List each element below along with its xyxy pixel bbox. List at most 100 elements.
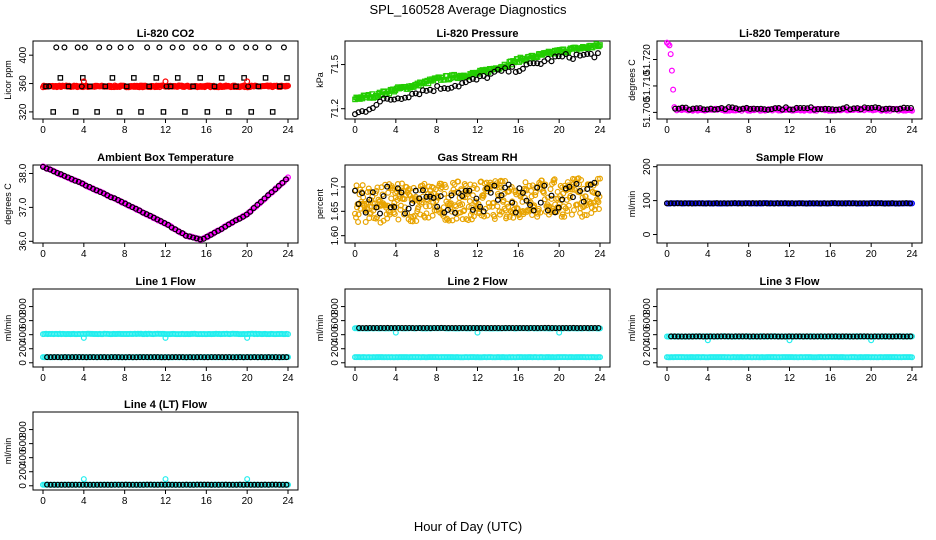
data-point	[908, 354, 915, 361]
data-point	[430, 198, 437, 205]
data-point	[469, 75, 476, 82]
data-point	[519, 65, 526, 72]
data-point	[129, 354, 136, 361]
data-point	[580, 198, 587, 205]
data-point	[861, 333, 868, 340]
data-point	[76, 481, 83, 488]
x-tick-label: 8	[122, 496, 128, 507]
y-tick-label: 0	[18, 483, 29, 489]
data-point	[104, 481, 111, 488]
data-point	[818, 333, 825, 340]
data-point	[423, 87, 430, 94]
data-point	[46, 83, 53, 90]
data-point	[194, 354, 201, 361]
data-point	[138, 109, 144, 115]
data-point	[728, 200, 735, 207]
data-point	[786, 106, 793, 113]
x-tick-label: 8	[434, 249, 440, 260]
data-point	[183, 354, 190, 361]
data-point	[675, 105, 682, 112]
data-point	[384, 202, 391, 209]
data-point	[395, 216, 402, 223]
data-point	[466, 198, 473, 205]
data-point	[72, 354, 79, 361]
data-point	[697, 105, 704, 112]
data-point	[280, 44, 287, 51]
panel-line3: Line 3 Flow ml/min 0 4 8 12 16 20 24 0 20040060080…	[627, 276, 923, 384]
data-point	[204, 109, 211, 115]
data-point	[470, 213, 477, 220]
y-tick-label: 1.60	[330, 226, 341, 246]
data-point	[419, 87, 426, 94]
data-point	[490, 199, 497, 206]
data-point	[796, 333, 803, 340]
data-point	[771, 333, 778, 340]
data-point	[561, 213, 568, 220]
x-tick-label: 12	[160, 125, 172, 136]
data-point	[735, 333, 742, 340]
data-point	[133, 481, 140, 488]
data-point	[90, 185, 97, 192]
data-point	[480, 208, 487, 215]
y-axis-label: degrees C	[627, 59, 637, 101]
data-point	[512, 209, 519, 216]
data-point	[187, 481, 194, 488]
data-point	[807, 333, 814, 340]
data-point	[596, 354, 603, 361]
data-point	[481, 324, 488, 331]
panel-title: Li-820 CO2	[137, 28, 194, 40]
data-point	[367, 188, 374, 195]
data-point	[897, 105, 904, 112]
data-point	[707, 105, 714, 112]
y-tick-label: 200	[330, 340, 341, 357]
data-point	[850, 333, 857, 340]
data-point	[767, 200, 774, 207]
data-point	[699, 200, 706, 207]
data-point	[671, 200, 678, 207]
data-point	[831, 200, 838, 207]
data-point	[90, 481, 97, 488]
data-point	[516, 214, 523, 221]
data-point	[80, 476, 87, 483]
data-point	[51, 481, 58, 488]
data-point	[679, 104, 686, 111]
data-point	[405, 205, 412, 212]
data-point	[700, 106, 707, 113]
data-point	[283, 481, 290, 488]
data-point	[250, 205, 257, 212]
data-point	[729, 104, 736, 111]
data-point	[455, 83, 462, 90]
data-point	[868, 333, 875, 340]
x-tick-label: 0	[664, 125, 670, 136]
data-point	[668, 333, 675, 340]
x-tick-label: 8	[746, 249, 752, 260]
y-tick-label: 0	[642, 360, 653, 366]
data-point	[459, 201, 466, 208]
data-point	[878, 333, 885, 340]
data-point	[126, 354, 133, 361]
data-point	[122, 354, 129, 361]
data-point	[65, 481, 72, 488]
y-tick-label: 400	[18, 46, 29, 63]
data-points	[663, 39, 915, 114]
data-points	[39, 330, 292, 361]
data-point	[165, 354, 172, 361]
data-point	[714, 200, 721, 207]
data-point	[229, 481, 236, 488]
data-point	[161, 354, 168, 361]
data-point	[108, 481, 115, 488]
data-point	[856, 200, 863, 207]
data-point	[832, 333, 839, 340]
y-axis-label: ml/min	[315, 315, 325, 342]
data-point	[707, 333, 714, 340]
data-point	[488, 324, 495, 331]
data-point	[284, 75, 290, 81]
data-point	[725, 333, 732, 340]
data-point	[569, 55, 576, 62]
data-point	[850, 105, 857, 112]
data-point	[552, 325, 559, 332]
data-point	[829, 106, 836, 113]
data-point	[693, 333, 700, 340]
data-point	[445, 325, 452, 332]
data-point	[591, 206, 598, 213]
